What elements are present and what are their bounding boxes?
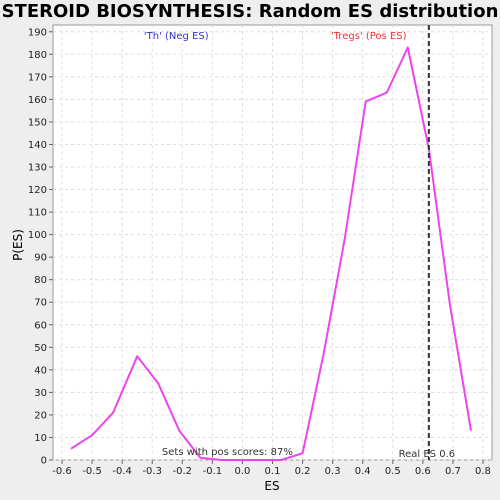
- x-tick-label: 0.0: [234, 466, 250, 477]
- y-tick-label: 80: [34, 275, 47, 286]
- y-tick-label: 10: [34, 433, 47, 444]
- x-tick-label: 0.2: [295, 466, 311, 477]
- x-tick-label: 0.3: [325, 466, 341, 477]
- x-tick-label: -0.3: [142, 466, 162, 477]
- y-tick-label: 170: [28, 72, 47, 83]
- neg-es-annotation: 'Th' (Neg ES): [144, 31, 209, 42]
- x-tick-label: 0.7: [445, 466, 461, 477]
- x-tick-label: 0.8: [475, 466, 491, 477]
- y-tick-label: 130: [28, 162, 47, 173]
- y-tick-label: 0: [41, 456, 47, 467]
- y-tick-label: 90: [34, 253, 47, 264]
- series: [70, 46, 472, 461]
- y-tick-label: 50: [34, 343, 47, 354]
- chart-title: STEROID BIOSYNTHESIS: Random ES distribu…: [1, 1, 499, 22]
- x-tick-label: 0.4: [355, 466, 371, 477]
- x-tick-label: -0.2: [173, 466, 193, 477]
- x-tick-label: -0.6: [52, 466, 72, 477]
- y-tick-label: 190: [28, 27, 47, 38]
- series-line: [70, 46, 472, 461]
- y-tick-label: 150: [28, 117, 47, 128]
- annotations: Real ES 0.6 'Th' (Neg ES) 'Tregs' (Pos ES)…: [144, 25, 455, 460]
- y-tick-label: 70: [34, 298, 47, 309]
- x-tick-label: 0.1: [265, 466, 281, 477]
- x-tick-label: 0.5: [385, 466, 401, 477]
- axes: 0 10 20 30 40 50 60 70 80 90 100 110 120 130 140 150 160…: [28, 27, 491, 477]
- x-axis-label: ES: [264, 479, 279, 493]
- y-tick-label: 100: [28, 230, 47, 241]
- y-tick-label: 60: [34, 320, 47, 331]
- x-tick-label: -0.1: [203, 466, 223, 477]
- x-tick-label: 0.6: [415, 466, 431, 477]
- y-tick-label: 120: [28, 185, 47, 196]
- x-tick-label: -0.5: [82, 466, 102, 477]
- y-tick-label: 160: [28, 95, 47, 106]
- y-tick-label: 30: [34, 388, 47, 399]
- y-tick-label: 180: [28, 50, 47, 61]
- x-tick-label: -0.4: [112, 466, 132, 477]
- pos-scores-annotation: Sets with pos scores: 87%: [162, 447, 293, 458]
- y-tick-label: 40: [34, 365, 47, 376]
- pos-es-annotation: 'Tregs' (Pos ES): [331, 31, 407, 42]
- y-axis-label: P(ES): [11, 229, 25, 261]
- y-tick-label: 110: [28, 208, 47, 219]
- real-es-label: Real ES 0.6: [399, 449, 455, 460]
- y-tick-label: 20: [34, 410, 47, 421]
- grid: [53, 25, 492, 461]
- y-tick-label: 140: [28, 140, 47, 151]
